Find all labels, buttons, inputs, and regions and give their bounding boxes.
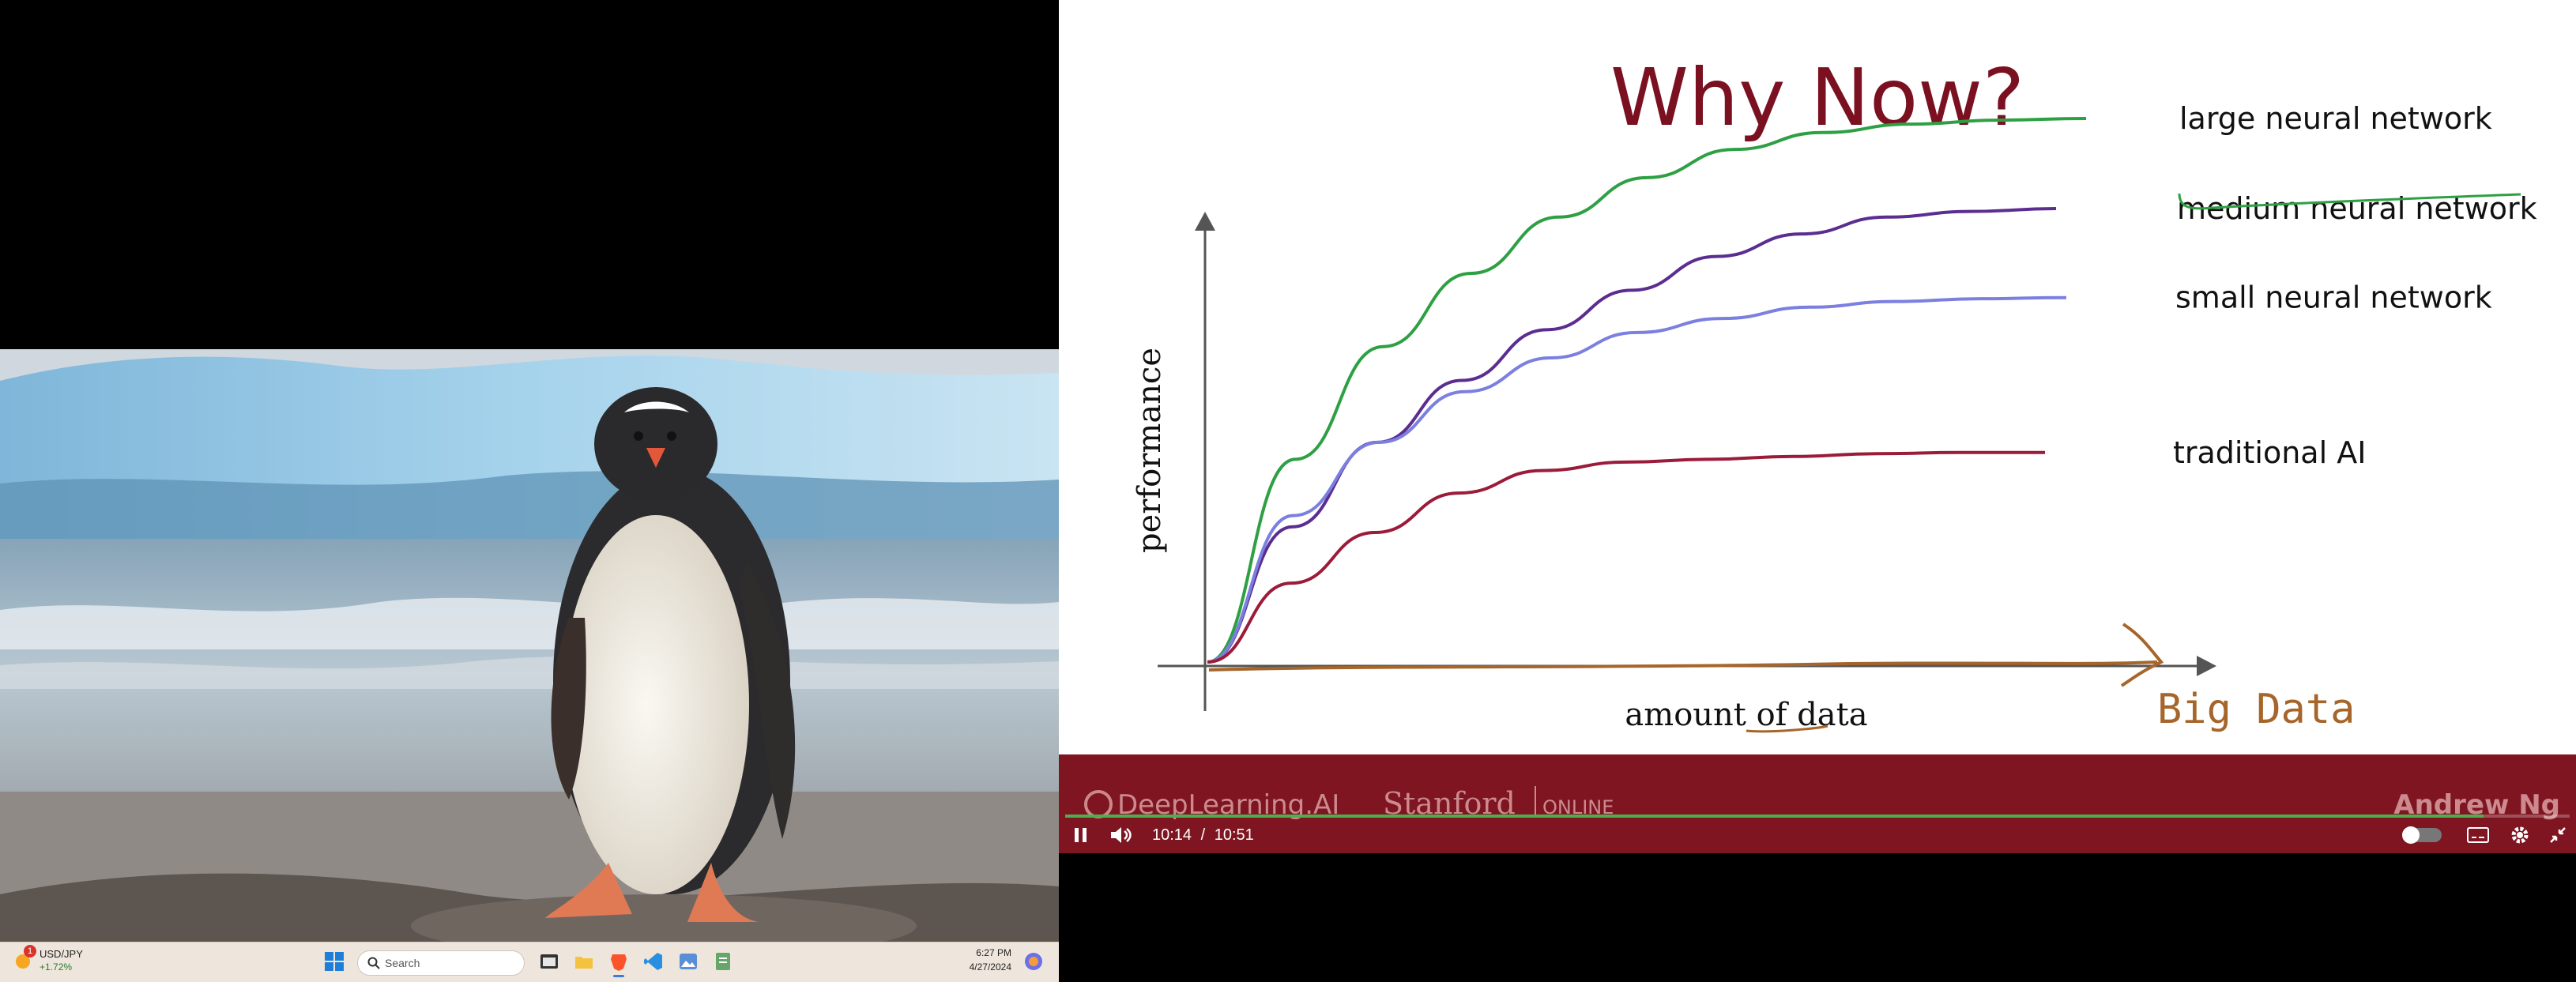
big-data-stroke xyxy=(1208,660,2158,672)
miniplayer-toggle[interactable] xyxy=(2402,826,2442,844)
widget-notification-badge: 1 xyxy=(24,945,36,958)
clock-date[interactable]: 4/27/2024 xyxy=(969,961,1011,973)
desktop-wallpaper xyxy=(0,349,1059,942)
progress-fill xyxy=(1065,815,2484,818)
settings-icon[interactable] xyxy=(2510,825,2530,845)
y-axis-arrow xyxy=(1195,212,1215,231)
y-axis-label: performance xyxy=(1132,348,1168,553)
video-frame[interactable]: Why Now? performance amount of data Big … xyxy=(1059,0,2576,853)
left-monitor: 1 USD/JPY +1.72% Search xyxy=(0,0,1059,982)
xlabel-underline xyxy=(1746,724,1828,733)
legend-label-large-neural-network: large neural network xyxy=(2179,101,2492,136)
time-total: 10:51 xyxy=(1214,826,1254,844)
weather-icon[interactable] xyxy=(11,950,35,973)
series-line-medium-neural-network xyxy=(1207,207,2057,664)
big-data-annotation: Big Data xyxy=(2157,686,2355,733)
time-separator: / xyxy=(1200,826,1206,844)
time-current: 10:14 xyxy=(1152,826,1192,844)
slide-footer xyxy=(1059,754,2576,853)
folder-icon[interactable] xyxy=(574,951,594,972)
legend-underline-large xyxy=(2178,193,2521,210)
x-axis-arrow xyxy=(2197,656,2216,676)
slide-title: Why Now? xyxy=(1610,51,2024,144)
active-app-indicator xyxy=(613,975,624,977)
pause-icon[interactable] xyxy=(1073,826,1089,844)
legend-label-small-neural-network: small neural network xyxy=(2175,280,2492,315)
miniplayer-toggle-icon xyxy=(2402,826,2420,844)
series-line-traditional-ai xyxy=(1207,450,2045,664)
widget-symbol[interactable]: USD/JPY xyxy=(40,948,83,960)
big-data-arrowhead xyxy=(2120,623,2164,687)
volume-icon[interactable] xyxy=(1109,826,1133,845)
search-placeholder: Search xyxy=(385,957,420,969)
chart-series-group xyxy=(1207,116,2087,664)
lecture-slide: Why Now? performance amount of data Big … xyxy=(1059,0,2576,853)
legend-label-traditional-ai: traditional AI xyxy=(2173,435,2366,470)
progress-track[interactable] xyxy=(1065,815,2570,818)
notepad-icon[interactable] xyxy=(713,951,733,972)
windows-taskbar: 1 USD/JPY +1.72% Search xyxy=(0,942,1059,982)
file-explorer-icon[interactable] xyxy=(539,951,559,972)
subtitles-icon[interactable] xyxy=(2467,827,2489,843)
taskbar-search-box[interactable]: Search xyxy=(357,950,525,976)
x-axis-label: amount of data xyxy=(1625,697,1867,733)
windows-start-icon[interactable] xyxy=(324,951,345,972)
series-line-large-neural-network xyxy=(1207,116,2087,664)
penguin-wallpaper-image xyxy=(0,349,1059,942)
copilot-icon[interactable] xyxy=(1023,951,1044,972)
right-monitor-video-player: Why Now? performance amount of data Big … xyxy=(1059,0,2576,981)
time-display: 10:14 / 10:51 xyxy=(1152,826,1254,845)
search-icon xyxy=(367,957,380,969)
exit-fullscreen-icon[interactable] xyxy=(2549,826,2567,844)
widget-change: +1.72% xyxy=(40,961,73,973)
series-line-small-neural-network xyxy=(1207,295,2067,664)
photos-icon[interactable] xyxy=(678,951,699,972)
clock-time[interactable]: 6:27 PM xyxy=(976,947,1011,958)
brave-browser-icon[interactable] xyxy=(608,951,629,972)
vscode-icon[interactable] xyxy=(643,951,664,972)
